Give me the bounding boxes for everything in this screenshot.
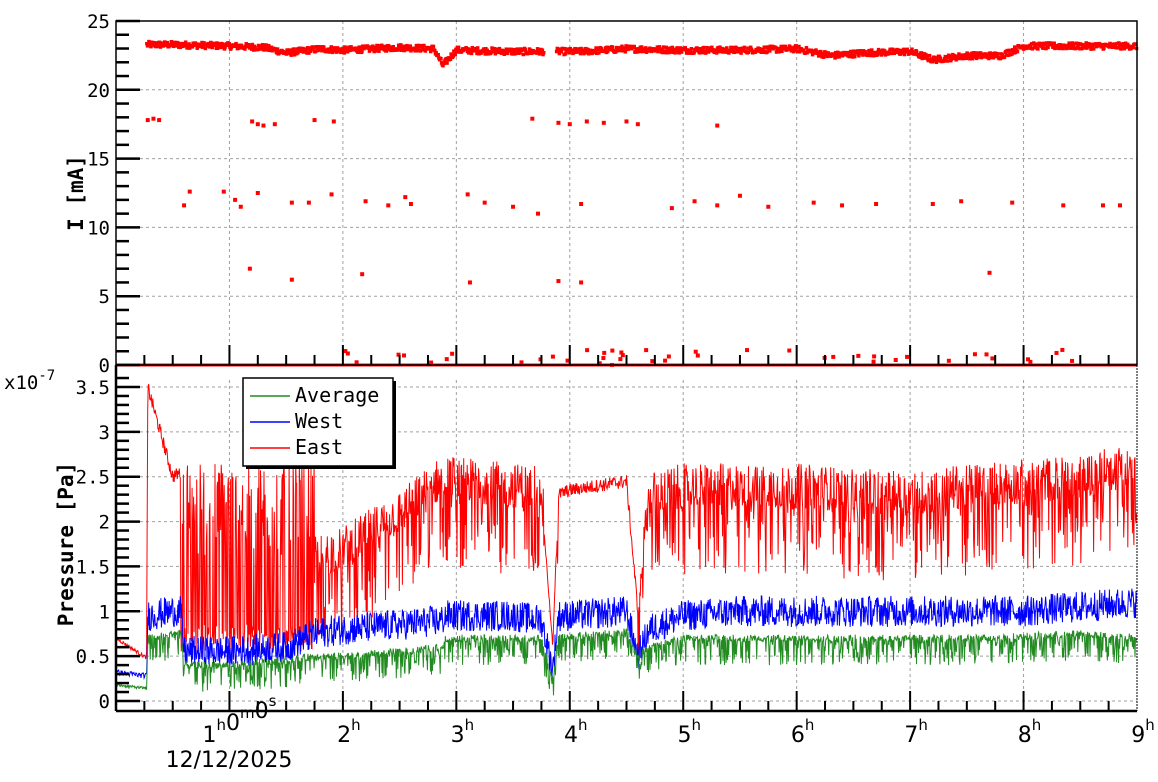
top-y-tick-label: 25 — [87, 11, 110, 33]
x-tick-label: 8h — [1018, 716, 1042, 748]
current-outlier-point — [556, 279, 560, 283]
current-outlier-point — [307, 201, 311, 205]
current-outlier-point — [1101, 203, 1105, 207]
current-outlier-point — [693, 199, 697, 203]
bottom-y-tick-label: 3 — [99, 422, 110, 444]
current-outlier-point — [840, 203, 844, 207]
current-outlier-point — [261, 124, 265, 128]
current-outlier-point — [602, 121, 606, 125]
current-outlier-point — [146, 118, 150, 122]
current-outlier-point — [585, 119, 589, 123]
current-outlier-point — [330, 192, 334, 196]
current-outlier-point — [182, 203, 186, 207]
current-outlier-point — [715, 124, 719, 128]
bottom-y-tick-label: 1 — [99, 601, 110, 623]
current-outlier-point — [403, 195, 407, 199]
current-outlier-point — [1118, 203, 1122, 207]
bottom-y-tick-label: 2 — [99, 512, 110, 534]
bottom-y-tick-label: 2.5 — [76, 467, 110, 489]
top-grid — [116, 21, 1137, 365]
current-outlier-point — [874, 202, 878, 206]
current-outlier-point — [766, 205, 770, 209]
bottom-y-tick-label: 0 — [99, 691, 110, 713]
legend-label-east: East — [295, 435, 343, 459]
current-outlier-point — [250, 119, 254, 123]
top-y-tick-label: 10 — [87, 217, 110, 239]
bottom-y-tick-label: 1.5 — [76, 556, 110, 578]
current-outlier-point — [386, 203, 390, 207]
top-frame — [116, 21, 1137, 365]
current-outlier-point — [625, 119, 629, 123]
legend-label-average: Average — [295, 383, 379, 407]
bottom-y-tick-label: 0.5 — [76, 646, 110, 668]
current-outlier-point — [511, 205, 515, 209]
current-outlier-point — [409, 202, 413, 206]
top-y-tick-label: 20 — [87, 80, 110, 102]
current-outlier-point — [483, 201, 487, 205]
legend-label-west: West — [295, 409, 343, 433]
current-outlier-point — [273, 122, 277, 126]
current-outlier-point — [290, 278, 294, 282]
current-outlier-point — [568, 122, 572, 126]
x-axis-date: 12/12/2025 — [166, 748, 293, 773]
x-tick-label: 5h — [677, 716, 701, 748]
top-y-axis: 0 5 10 15 20 25 — [87, 11, 1109, 377]
current-outlier-point — [239, 205, 243, 209]
x-tick-label: 1h0m0s — [202, 692, 276, 748]
current-outlier-point — [738, 194, 742, 198]
current-outlier-point — [988, 271, 992, 275]
current-outlier-point — [466, 192, 470, 196]
current-outlier-point — [931, 202, 935, 206]
series-average — [116, 629, 1137, 696]
y-multiplier: x10-7 — [4, 368, 55, 394]
current-outlier-point — [332, 119, 336, 123]
x-tick-label: 9h — [1131, 716, 1155, 748]
current-outlier-point — [812, 201, 816, 205]
current-outlier-point — [256, 191, 260, 195]
x-tick-label: 6h — [791, 716, 815, 748]
current-outlier-point — [222, 190, 226, 194]
current-outlier-point — [715, 203, 719, 207]
current-outlier-point — [290, 201, 294, 205]
current-outlier-point — [360, 272, 364, 276]
current-outlier-point — [248, 267, 252, 271]
bottom-panel: 0 0.5 1 1.5 2 2.5 3 3.5 Pressure [Pa] x10-7 Ave… — [4, 365, 1137, 713]
current-outlier-point — [556, 121, 560, 125]
top-y-tick-label: 15 — [87, 149, 110, 171]
current-outlier-point — [313, 118, 317, 122]
bottom-y-axis-title: Pressure [Pa] — [54, 462, 78, 626]
top-y-tick-label: 0 — [99, 355, 110, 377]
legend: Average West East — [243, 378, 396, 469]
current-outlier-point — [256, 122, 260, 126]
x-tick-label: 7h — [904, 716, 928, 748]
x-tick-label: 4h — [564, 716, 588, 748]
bottom-y-tick-label: 3.5 — [76, 377, 110, 399]
chart-canvas: 0 5 10 15 20 25 I [mA] 0 0.5 1 1.5 2 2.5 3 3.5 Press… — [0, 0, 1158, 782]
current-outlier-point — [536, 212, 540, 216]
current-outlier-point — [188, 190, 192, 194]
current-outlier-point — [636, 122, 640, 126]
current-outlier-point — [959, 199, 963, 203]
top-panel: 0 5 10 15 20 25 I [mA] — [64, 11, 1138, 377]
current-outlier-point — [1061, 203, 1065, 207]
x-tick-label: 2h — [337, 716, 361, 748]
x-tick-label: 3h — [451, 716, 475, 748]
current-outlier-point — [530, 117, 534, 121]
current-outlier-point — [670, 206, 674, 210]
current-scatter — [116, 40, 1138, 367]
current-outlier-point — [468, 280, 472, 284]
current-outlier-point — [579, 202, 583, 206]
current-outlier-point — [364, 199, 368, 203]
top-y-axis-title: I [mA] — [64, 155, 88, 231]
x-axis-labels: 1h0m0s 2h 3h 4h 5h 6h 7h 8h 9h — [202, 692, 1154, 748]
current-outlier-point — [579, 280, 583, 284]
top-y-tick-label: 5 — [99, 286, 110, 308]
current-outlier-point — [157, 118, 161, 122]
current-outlier-point — [233, 198, 237, 202]
current-outlier-point — [1010, 201, 1014, 205]
current-outlier-point — [151, 117, 155, 121]
